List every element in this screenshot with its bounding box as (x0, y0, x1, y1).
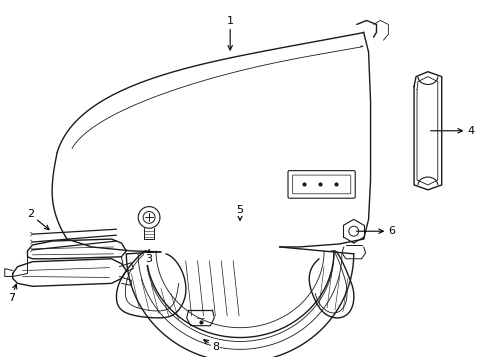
Circle shape (138, 207, 160, 228)
FancyBboxPatch shape (292, 175, 350, 194)
Text: 6: 6 (356, 226, 394, 236)
Text: 4: 4 (430, 126, 473, 136)
FancyBboxPatch shape (287, 171, 354, 198)
Circle shape (143, 212, 155, 223)
Text: 3: 3 (145, 250, 152, 264)
Circle shape (348, 226, 358, 236)
Text: 2: 2 (27, 210, 49, 230)
Text: 5: 5 (236, 204, 243, 220)
Text: 1: 1 (226, 15, 233, 50)
Text: 8: 8 (203, 340, 219, 352)
Text: 7: 7 (8, 284, 17, 303)
